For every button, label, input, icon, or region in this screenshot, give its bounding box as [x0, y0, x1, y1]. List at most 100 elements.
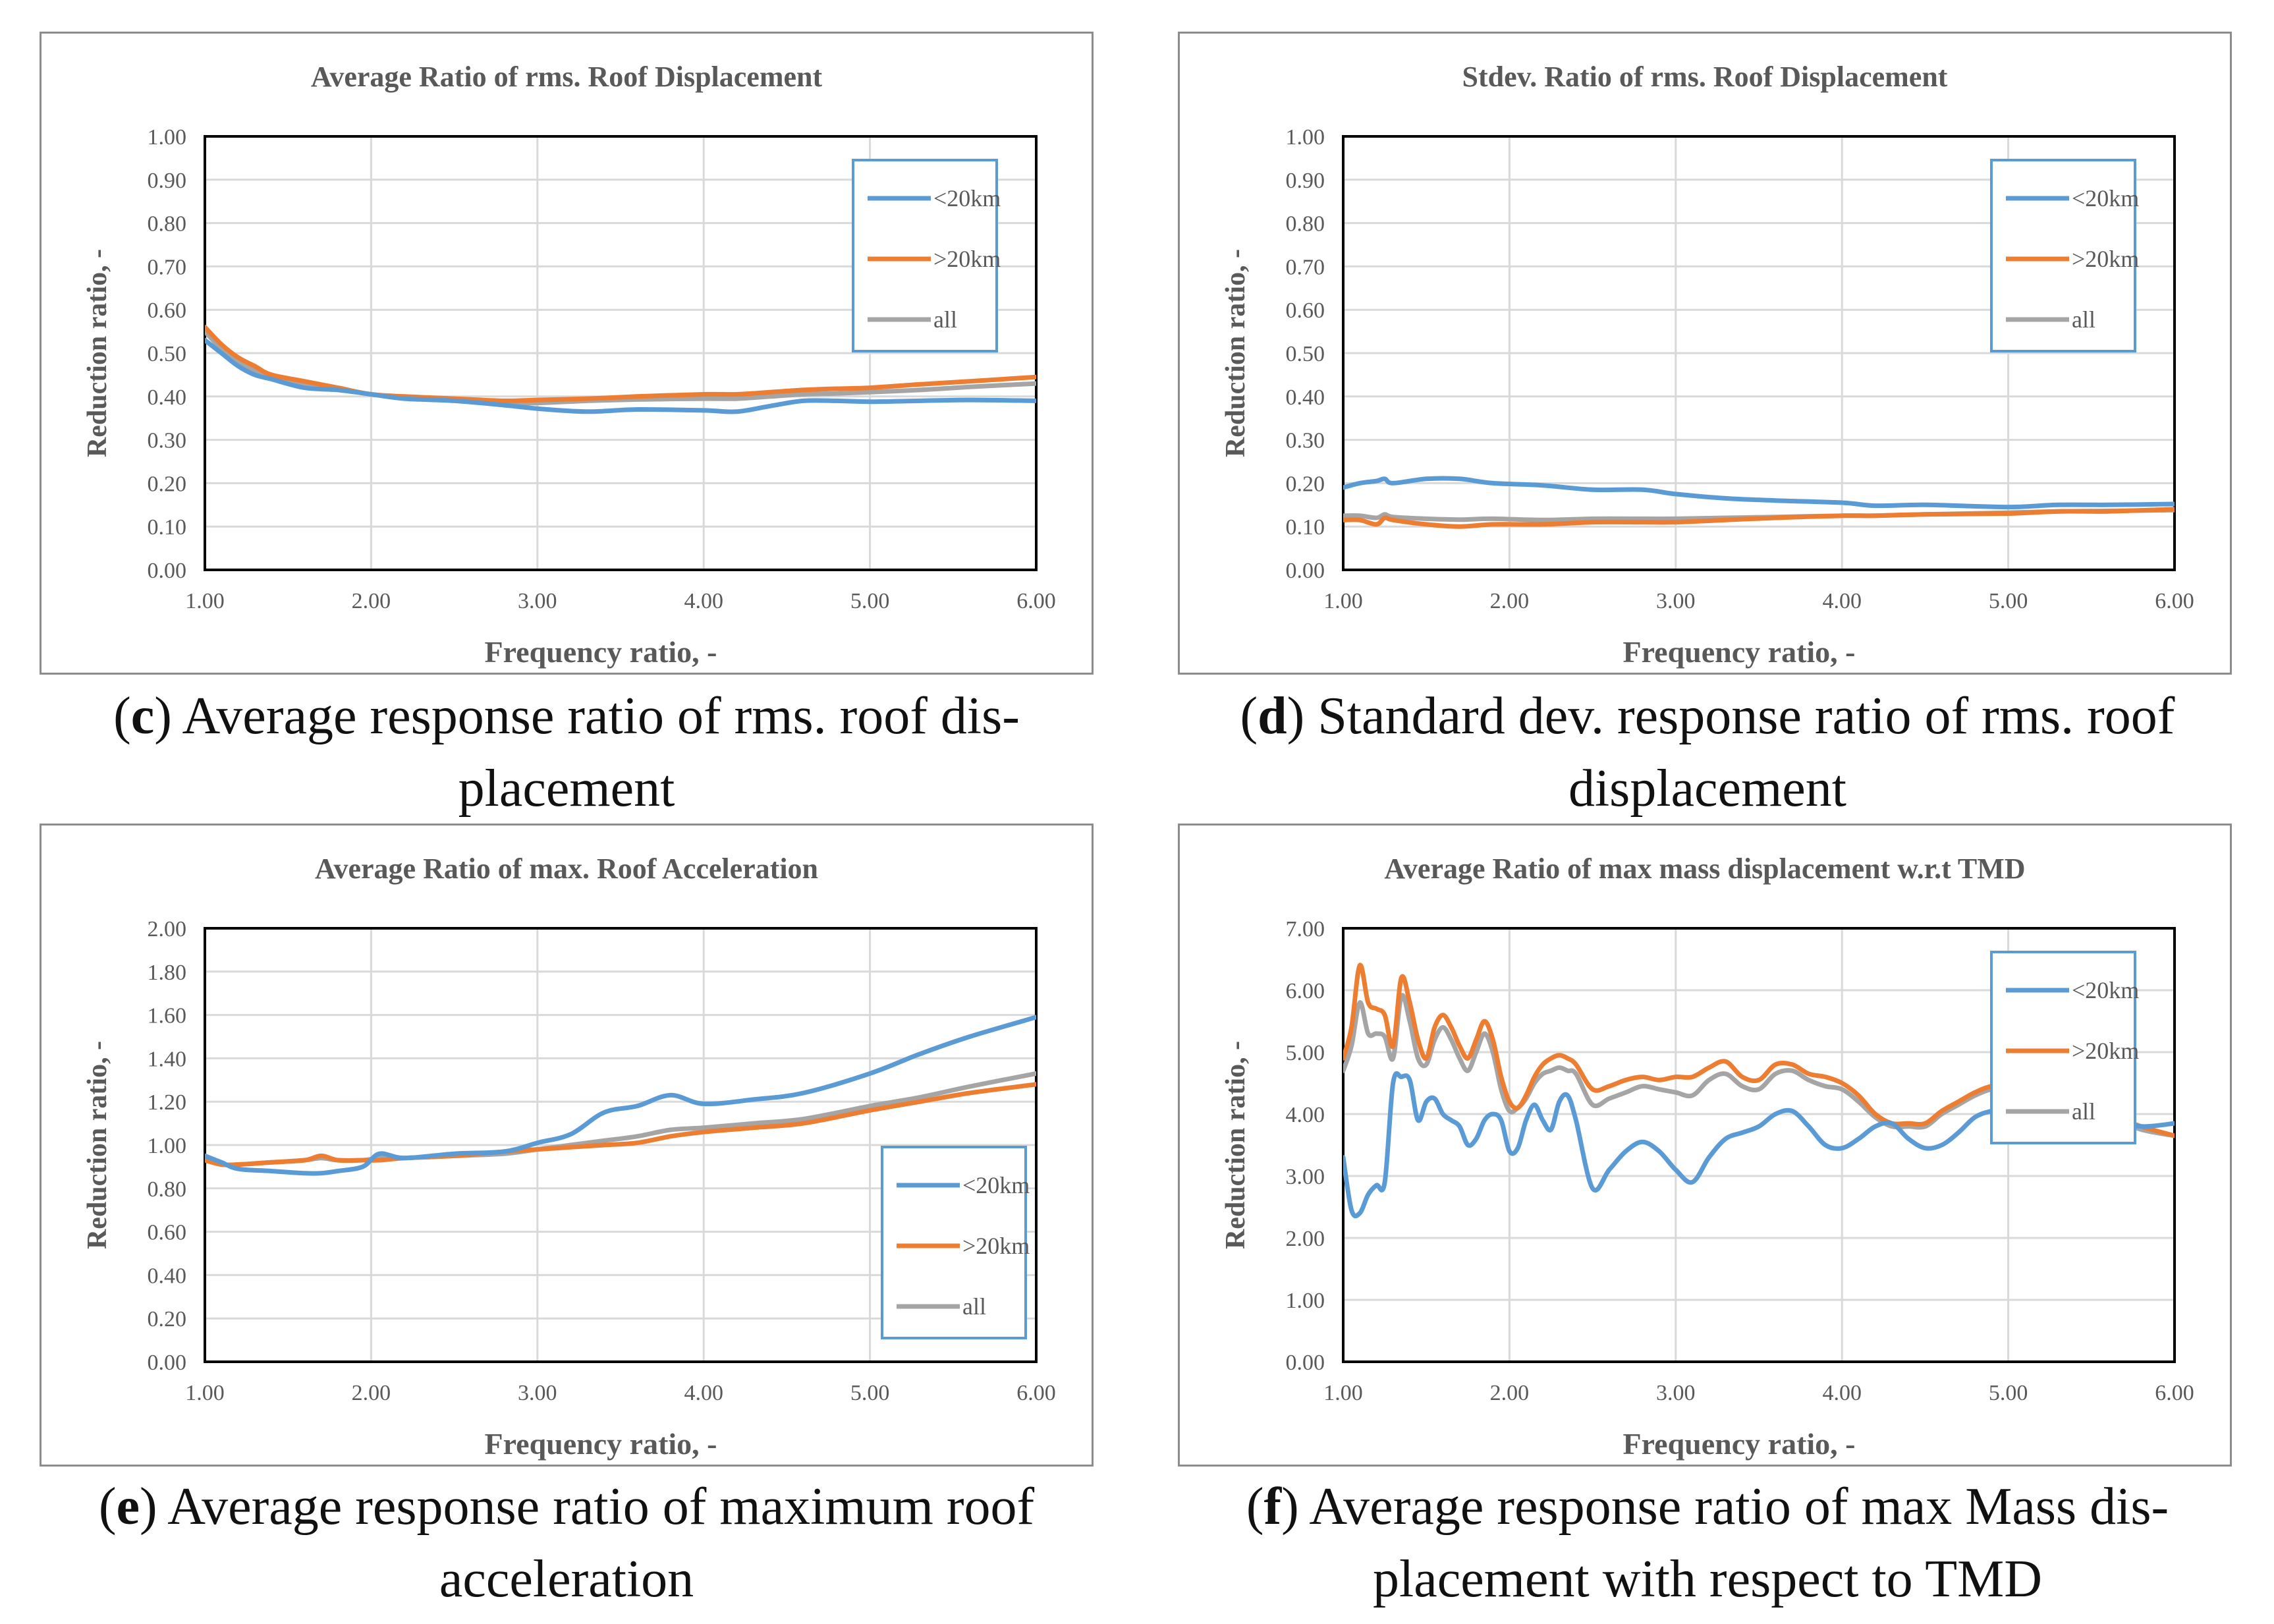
- x-tick-label: 4.00: [684, 589, 723, 613]
- y-tick-label: 0.60: [148, 298, 187, 323]
- caption-d-letter: d: [1258, 687, 1287, 745]
- caption-e-letter: e: [116, 1478, 140, 1536]
- x-axis-label: Frequency ratio, -: [1622, 1427, 1855, 1461]
- x-axis-label: Frequency ratio, -: [1622, 635, 1855, 669]
- series-line-lt20km: [205, 1015, 1036, 1176]
- y-tick-label: 0.00: [148, 559, 187, 583]
- legend-label-gt20km: >20km: [933, 246, 1001, 272]
- y-tick-label: 1.00: [1286, 1289, 1325, 1313]
- x-tick-label: 1.00: [1323, 589, 1363, 613]
- plot-area-border: [204, 135, 1038, 571]
- x-tick-label: 2.00: [352, 589, 391, 613]
- x-tick-label: 3.00: [518, 589, 557, 613]
- x-tick-label: 1.00: [185, 1381, 225, 1405]
- x-tick-label: 2.00: [352, 1381, 391, 1405]
- legend-label-lt20km: <20km: [962, 1172, 1030, 1198]
- y-tick-label: 1.00: [148, 1134, 187, 1158]
- chart-title: Average Ratio of rms. Roof Displacement: [311, 61, 823, 93]
- y-tick-label: 0.20: [1286, 472, 1325, 496]
- series-line-lt20km: [205, 337, 1036, 414]
- chart-title: Average Ratio of max mass displacement w…: [1384, 853, 2025, 885]
- y-tick-label: 2.00: [1286, 1227, 1325, 1251]
- series-line-gt20km: [1343, 507, 2175, 529]
- y-axis-label: Reduction ratio, -: [1221, 1041, 1251, 1249]
- y-tick-label: 1.60: [148, 1004, 187, 1028]
- legend-label-all: all: [962, 1293, 986, 1320]
- chart-c: Average Ratio of rms. Roof Displacement 0…: [82, 61, 1056, 669]
- y-tick-label: 0.20: [148, 1307, 187, 1331]
- x-tick-label: 1.00: [185, 589, 225, 613]
- plot-area-border: [1342, 927, 2176, 1363]
- y-tick-label: 6.00: [1286, 979, 1325, 1003]
- legend-label-lt20km: <20km: [2072, 977, 2139, 1003]
- y-tick-label: 1.20: [148, 1090, 187, 1115]
- y-axis-label: Reduction ratio, -: [1221, 249, 1251, 457]
- x-tick-label: 4.00: [684, 1381, 723, 1405]
- caption-d-text: Standard dev. response ratio of rms. roo…: [1317, 687, 2175, 818]
- y-tick-label: 2.00: [148, 917, 187, 941]
- x-tick-label: 5.00: [1989, 589, 2028, 613]
- chart-e: Average Ratio of max. Roof Acceleration 0…: [82, 853, 1056, 1461]
- y-tick-label: 0.10: [148, 515, 187, 540]
- y-tick-label: 5.00: [1286, 1041, 1325, 1065]
- y-tick-label: 0.00: [1286, 1351, 1325, 1375]
- y-tick-label: 0.00: [148, 1351, 187, 1375]
- x-tick-label: 4.00: [1822, 589, 1862, 613]
- chart-d: Stdev. Ratio of rms. Roof Displacement 0.…: [1221, 61, 2194, 669]
- x-tick-label: 3.00: [1656, 589, 1696, 613]
- y-axis-label: Reduction ratio, -: [82, 249, 113, 457]
- chart-f-frame: Average Ratio of max mass displacement w…: [1178, 824, 2232, 1467]
- series-line-lt20km: [1343, 476, 2175, 510]
- legend-label-lt20km: <20km: [2072, 185, 2139, 211]
- y-tick-label: 4.00: [1286, 1103, 1325, 1127]
- y-tick-label: 1.00: [1286, 125, 1325, 150]
- y-axis-label: Reduction ratio, -: [82, 1041, 113, 1249]
- x-tick-label: 2.00: [1490, 589, 1530, 613]
- x-tick-label: 2.00: [1490, 1381, 1530, 1405]
- legend-label-all: all: [2072, 306, 2095, 333]
- y-tick-label: 0.80: [148, 1177, 187, 1202]
- x-tick-label: 1.00: [1323, 1381, 1363, 1405]
- legend-label-gt20km: >20km: [2072, 1038, 2139, 1064]
- y-tick-label: 0.80: [1286, 212, 1325, 237]
- y-tick-label: 1.40: [148, 1047, 187, 1071]
- y-tick-label: 0.80: [148, 212, 187, 237]
- x-tick-label: 6.00: [2155, 589, 2194, 613]
- x-tick-label: 5.00: [850, 1381, 890, 1405]
- y-tick-label: 0.30: [148, 429, 187, 453]
- x-tick-label: 5.00: [850, 589, 890, 613]
- caption-f-letter: f: [1263, 1478, 1282, 1536]
- y-tick-label: 0.40: [1286, 385, 1325, 410]
- caption-f-text: Average response ratio of max Mass dis-p…: [1309, 1478, 2169, 1608]
- plot-area-border: [1342, 135, 2176, 571]
- chart-title: Average Ratio of max. Roof Acceleration: [315, 853, 818, 885]
- y-tick-label: 7.00: [1286, 917, 1325, 941]
- plot-area-border: [204, 927, 1038, 1363]
- y-tick-label: 0.60: [1286, 298, 1325, 323]
- x-tick-label: 6.00: [1016, 589, 1056, 613]
- series-line-all: [1343, 993, 2175, 1138]
- x-tick-label: 4.00: [1822, 1381, 1862, 1405]
- x-tick-label: 3.00: [1656, 1381, 1696, 1405]
- x-tick-label: 3.00: [518, 1381, 557, 1405]
- chart-f: Average Ratio of max mass displacement w…: [1221, 853, 2194, 1461]
- chart-e-frame: Average Ratio of max. Roof Acceleration 0…: [40, 824, 1094, 1467]
- y-tick-label: 0.40: [148, 1264, 187, 1288]
- y-tick-label: 0.70: [148, 255, 187, 279]
- x-axis-label: Frequency ratio, -: [484, 635, 717, 669]
- series-line-gt20km: [205, 325, 1036, 403]
- y-tick-label: 1.00: [148, 125, 187, 150]
- y-tick-label: 0.90: [148, 169, 187, 193]
- legend-label-all: all: [933, 306, 957, 333]
- y-tick-label: 0.00: [1286, 559, 1325, 583]
- caption-c-letter: c: [130, 687, 155, 745]
- series-line-lt20km: [1343, 1071, 2175, 1219]
- y-tick-label: 3.00: [1286, 1165, 1325, 1189]
- caption-d: (d) Standard dev. response ratio of rms.…: [1240, 687, 2175, 818]
- chart-title: Stdev. Ratio of rms. Roof Displacement: [1462, 61, 1948, 93]
- legend-label-gt20km: >20km: [2072, 246, 2139, 272]
- y-tick-label: 0.30: [1286, 429, 1325, 453]
- chart-c-frame: Average Ratio of rms. Roof Displacement 0…: [40, 32, 1094, 675]
- x-tick-label: 6.00: [2155, 1381, 2194, 1405]
- y-tick-label: 1.80: [148, 961, 187, 985]
